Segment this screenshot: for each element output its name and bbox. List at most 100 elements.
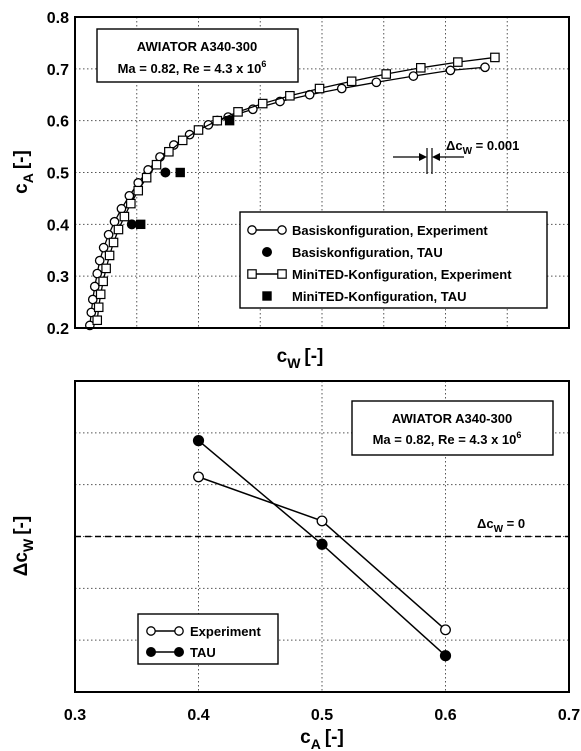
- top-data-point: [453, 57, 463, 67]
- top-data-point: [480, 62, 490, 73]
- top-y-tick-label: 0.2: [47, 321, 69, 338]
- top-data-point: [101, 263, 111, 274]
- top-data-point: [113, 224, 124, 235]
- top-data-point: [151, 159, 162, 170]
- top-legend-label: Basiskonfiguration, TAU: [292, 245, 443, 260]
- top-info-box: AWIATOR A340-300 Ma = 0.82, Re = 4.3 x 1…: [96, 28, 299, 83]
- bottom-data-point: [316, 538, 328, 550]
- bottom-x-tick-label: 0.6: [434, 707, 456, 724]
- zero-line-label: ΔcW = 0: [477, 516, 525, 535]
- top-legend-marker: [247, 225, 257, 235]
- top-legend-marker: [247, 269, 257, 279]
- top-data-point: [133, 185, 144, 196]
- top-data-point: [109, 216, 120, 227]
- top-info-title: AWIATOR A340-300: [137, 39, 257, 54]
- top-data-point: [98, 276, 108, 287]
- top-x-axis-label: cW [-]: [277, 346, 324, 371]
- bottom-series: [192, 435, 452, 662]
- top-data-point: [177, 135, 188, 146]
- top-data-point: [87, 294, 98, 305]
- top-data-point: [95, 289, 106, 300]
- top-data-point: [98, 242, 109, 253]
- bottom-x-tick-label: 0.7: [558, 707, 580, 724]
- top-data-point: [490, 52, 500, 63]
- top-series: [84, 52, 500, 331]
- top-data-point: [108, 237, 119, 248]
- top-data-point: [92, 315, 103, 326]
- top-data-point: [86, 307, 97, 318]
- bottom-data-point: [316, 515, 328, 527]
- top-data-point: [224, 115, 235, 126]
- bottom-info-exponent: 6: [516, 430, 521, 440]
- top-y-axis-label: cA[-]: [11, 150, 36, 194]
- top-legend-marker: [262, 247, 272, 257]
- delta-cw-label: Δc: [446, 138, 463, 153]
- top-data-point: [408, 71, 419, 81]
- top-data-point: [155, 152, 165, 162]
- bottom-data-point: [439, 650, 452, 662]
- bottom-info-conditions: Ma = 0.82, Re = 4.3 x 10: [373, 432, 517, 447]
- bottom-legend: Experiment TAU: [137, 613, 279, 665]
- top-data-point: [164, 146, 174, 157]
- top-data-point: [93, 302, 104, 313]
- top-data-point: [212, 115, 223, 126]
- bottom-data-point: [193, 471, 204, 483]
- top-data-point: [257, 98, 268, 109]
- top-y-tick-labels: 0.2 0.3 0.4 0.5 0.6 0.7 0.8: [47, 10, 69, 338]
- top-y-tick-label: 0.7: [47, 62, 69, 79]
- top-data-point: [314, 83, 325, 94]
- bottom-x-tick-label: 0.4: [187, 707, 209, 724]
- top-data-point: [233, 107, 243, 117]
- top-legend-label: MiniTED-Konfiguration, Experiment: [292, 267, 512, 282]
- svg-text:Ma = 0.82, Re = 4.3 x 106: Ma = 0.82, Re = 4.3 x 106: [118, 59, 267, 76]
- top-legend-label: MiniTED-Konfiguration, TAU: [292, 289, 467, 304]
- top-data-point: [136, 219, 146, 230]
- bottom-data-point: [192, 435, 205, 447]
- bottom-x-tick-labels: 0.3 0.4 0.5 0.6 0.7: [64, 707, 580, 724]
- bottom-x-tick-label: 0.5: [311, 707, 333, 724]
- bottom-legend-marker: [174, 647, 184, 657]
- top-data-point: [160, 167, 171, 178]
- top-legend-marker: [277, 269, 287, 279]
- top-data-point: [346, 76, 357, 87]
- bottom-legend-label: TAU: [190, 645, 216, 660]
- top-data-point: [104, 250, 115, 261]
- top-data-point: [193, 125, 204, 135]
- top-info-exponent: 6: [261, 59, 266, 69]
- top-data-point: [141, 172, 152, 183]
- bottom-legend-marker: [146, 647, 156, 657]
- bottom-x-tick-label: 0.3: [64, 707, 86, 724]
- top-legend-marker: [262, 291, 272, 301]
- top-plot-frame: [74, 16, 570, 329]
- top-data-point: [416, 62, 426, 73]
- top-data-point: [116, 203, 127, 214]
- bottom-panel: 0.3 0.4 0.5 0.6 0.7 ΔcW = 0 AWIATOR A340-300…: [11, 380, 580, 751]
- top-y-tick-label: 0.3: [47, 269, 69, 286]
- bottom-y-axis-label: ΔcW[-]: [11, 516, 36, 576]
- top-legend: Basiskonfiguration, Experiment Basiskonfi…: [239, 211, 548, 309]
- top-data-point: [336, 83, 347, 94]
- top-data-point: [445, 65, 456, 76]
- delta-cw-annotation: ΔcW = 0.001: [393, 138, 519, 174]
- top-data-point: [119, 211, 130, 222]
- bottom-x-axis-label: cA [-]: [300, 727, 344, 751]
- svg-text:Ma = 0.82, Re = 4.3 x 106: Ma = 0.82, Re = 4.3 x 106: [373, 430, 522, 447]
- top-data-point: [371, 77, 382, 88]
- bottom-legend-marker: [146, 626, 156, 636]
- top-data-point: [381, 69, 392, 79]
- bottom-info-box: AWIATOR A340-300 Ma = 0.82, Re = 4.3 x 1…: [351, 400, 554, 456]
- bottom-legend-marker: [174, 626, 184, 636]
- top-info-conditions: Ma = 0.82, Re = 4.3 x 10: [118, 61, 262, 76]
- top-data-point: [92, 268, 103, 279]
- top-y-tick-label: 0.8: [47, 10, 69, 27]
- top-data-point: [89, 281, 100, 292]
- svg-text:ΔcW = 0.001: ΔcW = 0.001: [446, 138, 519, 157]
- top-data-point: [126, 198, 136, 209]
- top-legend-marker: [277, 225, 287, 235]
- top-panel: 0.2 0.3 0.4 0.5 0.6 0.7 0.8 AWIATOR A340-300 M…: [11, 10, 570, 371]
- top-y-tick-label: 0.4: [47, 217, 69, 234]
- bottom-legend-label: Experiment: [190, 624, 261, 639]
- bottom-info-title: AWIATOR A340-300: [392, 411, 512, 426]
- top-data-point: [94, 255, 105, 266]
